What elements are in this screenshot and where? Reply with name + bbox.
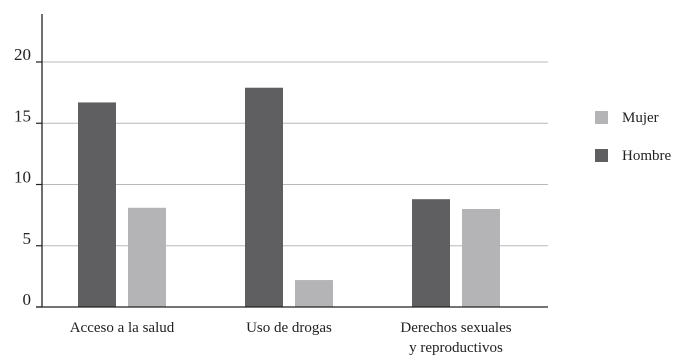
y-tick-label-5: 5 (23, 229, 32, 248)
y-tick-label-15: 15 (14, 106, 31, 125)
y-tick-label-20: 20 (14, 45, 31, 64)
category-label-1: Acceso a la salud (70, 320, 175, 336)
bar-mujer-1 (128, 207, 166, 307)
bars (78, 87, 500, 307)
category-labels: Acceso a la salud Uso de drogas Derechos s… (70, 320, 512, 356)
bar-hombre-2 (245, 87, 283, 307)
category-label-2: Uso de drogas (246, 320, 332, 336)
category-label-3-line-1: Derechos sexuales (400, 320, 511, 336)
y-tick-labels: 0 5 10 15 20 (14, 45, 42, 309)
bar-mujer-3 (462, 209, 500, 307)
y-tick-label-0: 0 (23, 290, 32, 309)
axes (36, 14, 548, 308)
bar-hombre-1 (78, 102, 116, 307)
bar-mujer-2 (295, 280, 333, 307)
bar-hombre-3 (412, 199, 450, 307)
legend-swatch-hombre (595, 149, 608, 162)
legend-label-hombre: Hombre (622, 148, 671, 164)
legend: Mujer Hombre (595, 110, 671, 164)
category-label-3-line-2: y reproductivos (409, 340, 503, 356)
legend-label-mujer: Mujer (622, 110, 659, 126)
legend-swatch-mujer (595, 111, 608, 124)
y-tick-label-10: 10 (14, 168, 31, 187)
